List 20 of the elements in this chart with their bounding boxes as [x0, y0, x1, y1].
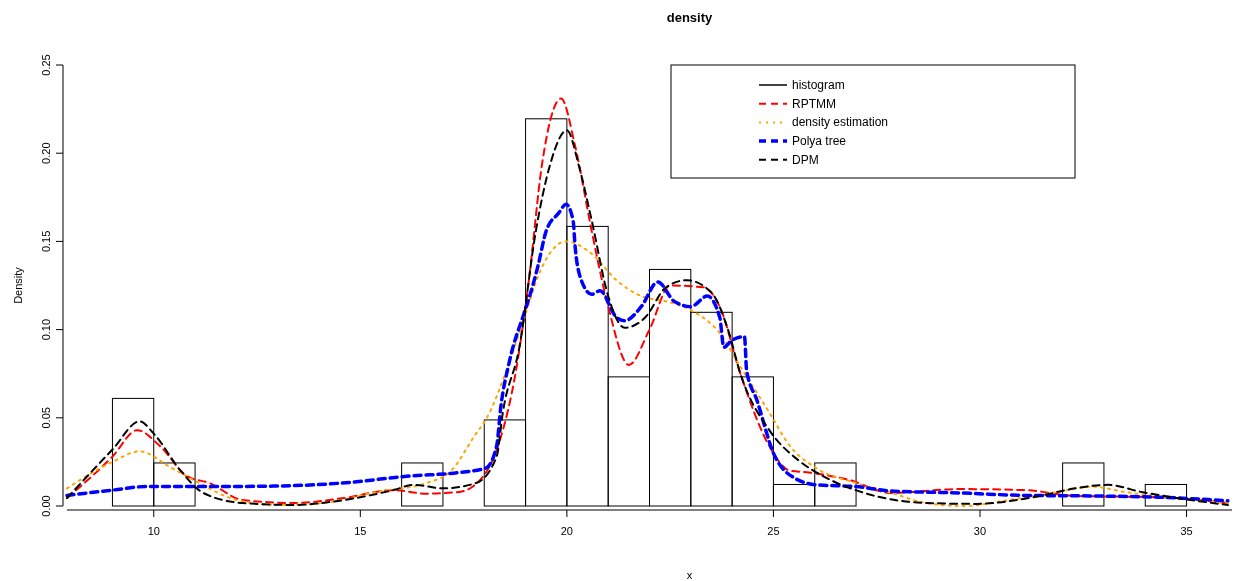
x-tick-label: 10: [147, 525, 160, 537]
y-axis-title: Density: [12, 266, 24, 304]
chart-title: density: [666, 10, 714, 25]
y-tick-label: 0.20: [40, 142, 52, 164]
y-tick-label: 0.05: [40, 407, 52, 429]
legend-label: histogram: [792, 78, 845, 92]
x-axis-title: x: [686, 569, 693, 581]
legend-label: DPM: [792, 152, 819, 167]
y-tick-label: 0.25: [40, 54, 52, 76]
x-tick-label: 35: [1180, 525, 1193, 537]
x-tick-label: 20: [560, 525, 573, 537]
x-tick-label: 25: [767, 525, 780, 537]
y-tick-label: 0.15: [40, 230, 52, 253]
x-tick-label: 15: [354, 525, 367, 537]
x-tick-label: 30: [973, 525, 987, 537]
legend-label: RPTMM: [792, 96, 836, 111]
legend-label: density estimation: [792, 115, 889, 130]
y-tick-label: 0.10: [40, 318, 52, 341]
y-tick-label: 0.00: [40, 495, 52, 517]
legend-label: Polya tree: [792, 134, 847, 149]
